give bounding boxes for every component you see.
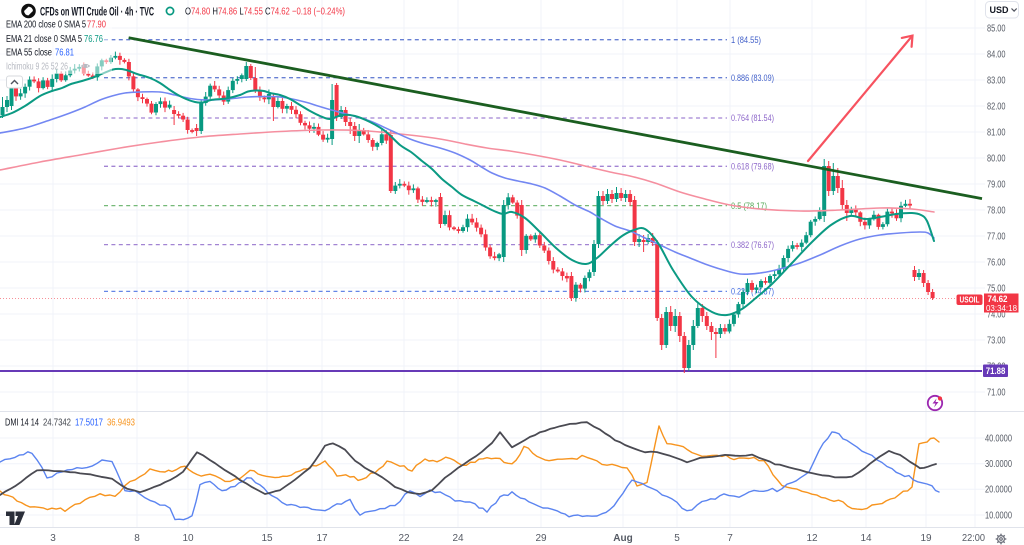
svg-text:24.7342: 24.7342 [43, 418, 71, 429]
svg-text:77.90: 77.90 [87, 20, 106, 31]
svg-text:74.00: 74.00 [987, 309, 1006, 320]
svg-text:7: 7 [727, 533, 733, 544]
svg-text:3: 3 [50, 533, 56, 544]
svg-text:36.9493: 36.9493 [107, 418, 135, 429]
svg-text:79.00: 79.00 [987, 179, 1006, 190]
svg-text:76.76: 76.76 [84, 34, 103, 45]
svg-text:83.00: 83.00 [987, 75, 1006, 86]
svg-text:5: 5 [674, 533, 680, 544]
svg-text:29: 29 [535, 533, 547, 544]
svg-text:71.88: 71.88 [986, 366, 1006, 376]
svg-text:22: 22 [398, 533, 410, 544]
svg-text:17: 17 [316, 533, 328, 544]
svg-text:8: 8 [134, 533, 140, 544]
svg-text:1 (84.55): 1 (84.55) [731, 35, 761, 46]
svg-text:10: 10 [182, 533, 194, 544]
svg-text:82.00: 82.00 [987, 101, 1006, 112]
svg-text:40.0000: 40.0000 [985, 433, 1012, 444]
svg-text:EMA 21 close 0 SMA 5: EMA 21 close 0 SMA 5 [6, 34, 82, 45]
svg-text:77.00: 77.00 [987, 231, 1006, 242]
svg-text:14: 14 [860, 533, 872, 544]
svg-text:75.00: 75.00 [987, 283, 1006, 294]
svg-text:12: 12 [806, 533, 818, 544]
svg-text:0.382 (76.67): 0.382 (76.67) [731, 240, 774, 251]
svg-text:24: 24 [452, 533, 464, 544]
svg-text:17.5017: 17.5017 [75, 418, 103, 429]
svg-text:22:00: 22:00 [962, 533, 985, 544]
svg-text:71.00: 71.00 [987, 387, 1006, 398]
svg-text:O74.80 H74.86 L74.55 C74.62 −0: O74.80 H74.86 L74.55 C74.62 −0.18 (−0.24… [185, 7, 345, 18]
svg-text:20.0000: 20.0000 [985, 485, 1012, 496]
svg-text:30.0000: 30.0000 [985, 459, 1012, 470]
svg-text:80.00: 80.00 [987, 153, 1006, 164]
svg-text:85.00: 85.00 [987, 23, 1006, 34]
svg-text:74.62: 74.62 [988, 294, 1008, 305]
svg-text:0.618 (79.68): 0.618 (79.68) [731, 162, 774, 173]
svg-text:0.764 (81.54): 0.764 (81.54) [731, 113, 774, 124]
svg-text:81.00: 81.00 [987, 127, 1006, 138]
svg-text:EMA 200 close 0 SMA 5: EMA 200 close 0 SMA 5 [6, 20, 86, 31]
svg-text:03:34:18: 03:34:18 [986, 303, 1017, 313]
svg-text:Ichimoku 9 26 52 26: Ichimoku 9 26 52 26 [6, 62, 68, 73]
svg-text:USD: USD [990, 5, 1009, 16]
svg-text:0.5 (78.17): 0.5 (78.17) [731, 201, 767, 212]
svg-text:19: 19 [920, 533, 932, 544]
svg-text:78.00: 78.00 [987, 205, 1006, 216]
svg-text:EMA 55 close: EMA 55 close [6, 48, 52, 59]
svg-text:15: 15 [261, 533, 273, 544]
svg-text:DMI 14 14: DMI 14 14 [5, 418, 39, 429]
svg-text:0.886 (83.09): 0.886 (83.09) [731, 73, 774, 84]
svg-text:10.0000: 10.0000 [985, 510, 1012, 521]
svg-text:73.00: 73.00 [987, 335, 1006, 346]
svg-text:76.00: 76.00 [987, 257, 1006, 268]
svg-text:84.00: 84.00 [987, 49, 1006, 60]
svg-text:CFDs on WTI Crude Oil · 4h · T: CFDs on WTI Crude Oil · 4h · TVC [40, 5, 154, 19]
svg-text:76.81: 76.81 [55, 48, 74, 59]
svg-text:USOIL: USOIL [960, 296, 980, 305]
svg-text:Aug: Aug [613, 533, 632, 544]
